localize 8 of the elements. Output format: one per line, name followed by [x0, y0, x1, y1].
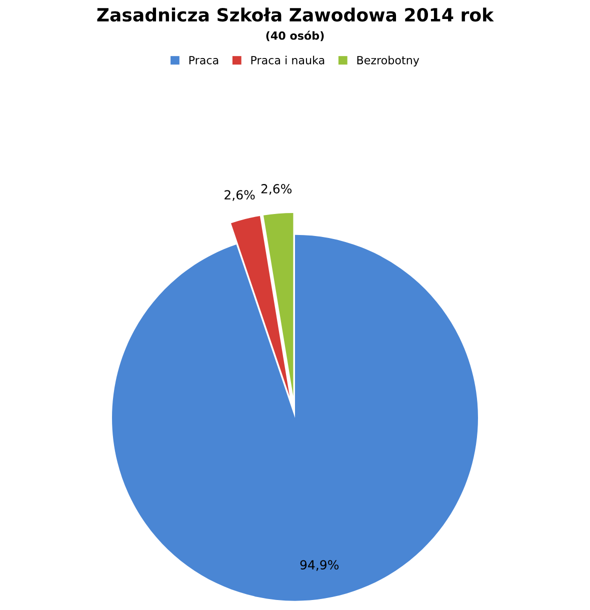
legend-label: Praca i nauka — [251, 56, 324, 64]
data-label: 2,6% — [224, 190, 255, 201]
chart-title: Zasadnicza Szkoła Zawodowa 2014 rok — [97, 8, 494, 22]
legend-label: Bezrobotny — [357, 56, 420, 67]
legend-label: Praca — [189, 56, 218, 64]
data-label: 2,6% — [261, 184, 292, 195]
data-label: 94,9% — [300, 560, 339, 571]
chart-subtitle: (40 osób) — [266, 30, 324, 42]
